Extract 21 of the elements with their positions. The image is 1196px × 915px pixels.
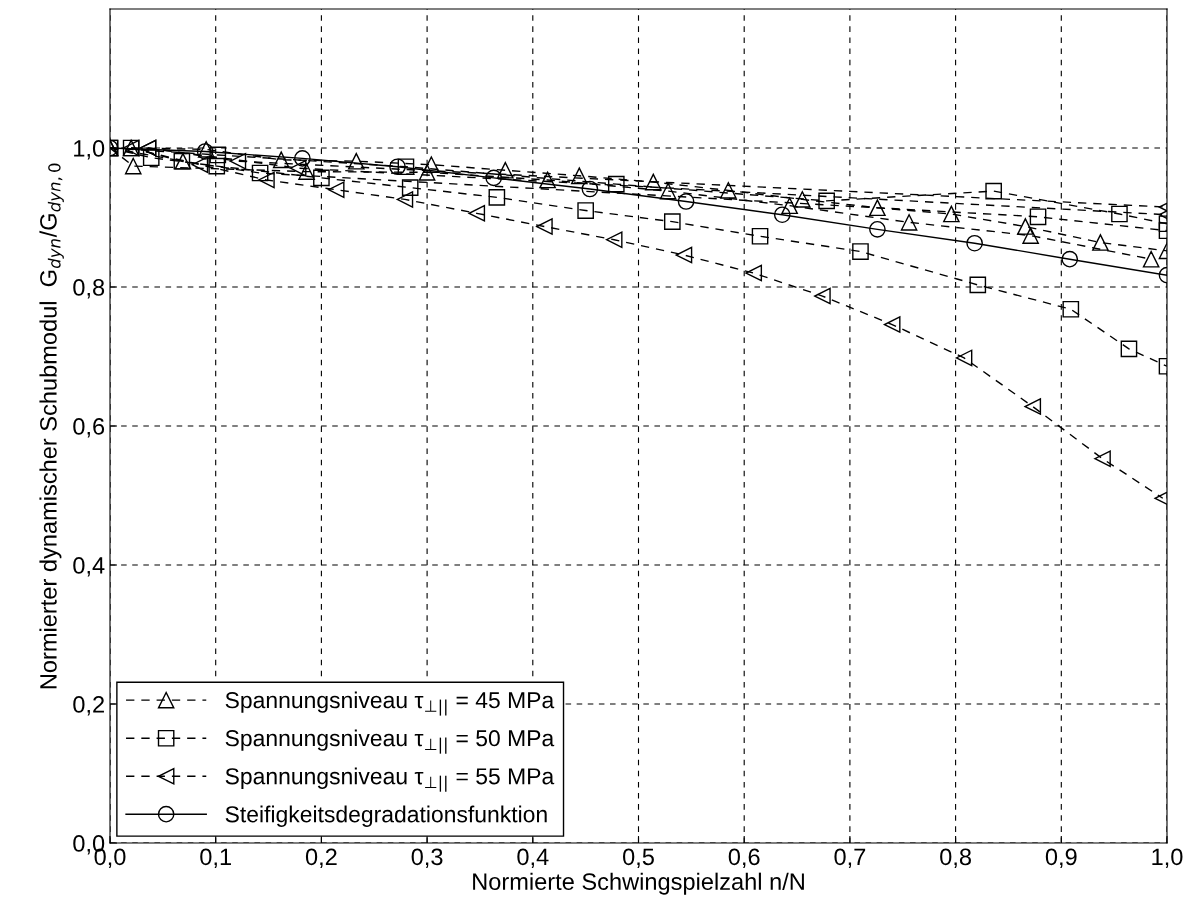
y-tick-label: 0,4 xyxy=(73,557,105,577)
legend-label: Spannungsniveau τ$_{⊥||}$ = 50 MPa xyxy=(225,729,555,754)
y-axis-title: Normierter dynamischer Schubmodul G$_{dyn}$/G$_{dyn,0}$ xyxy=(39,163,64,689)
y-tick-label: 0,2 xyxy=(73,696,104,716)
y-tick-label: 0,8 xyxy=(73,279,105,299)
legend-label: Spannungsniveau τ$_{⊥||}$ = 45 MPa xyxy=(225,691,555,716)
x-tick-label: 0,1 xyxy=(200,848,231,868)
x-tick-label: 0,7 xyxy=(834,848,866,868)
x-axis-title: Normierte Schwingspielzahl n/N xyxy=(473,872,804,895)
x-tick-label: 0,4 xyxy=(517,848,549,868)
x-tick-label: 0,3 xyxy=(411,848,443,868)
y-tick-label: 1,0 xyxy=(74,140,105,160)
y-tick-label: 0,6 xyxy=(73,418,105,438)
x-tick-label: 0,9 xyxy=(1045,848,1077,868)
legend-label: Spannungsniveau τ$_{⊥||}$ = 55 MPa xyxy=(225,767,555,792)
x-tick-label: 1,0 xyxy=(1152,848,1183,868)
x-tick-label: 0,8 xyxy=(940,848,971,868)
legend-label: Steifigkeitsdegradationsfunktion xyxy=(225,805,547,827)
x-tick-label: 0,5 xyxy=(623,848,654,868)
x-tick-label: 0,6 xyxy=(728,848,760,868)
x-tick-label: 0,2 xyxy=(305,848,337,868)
